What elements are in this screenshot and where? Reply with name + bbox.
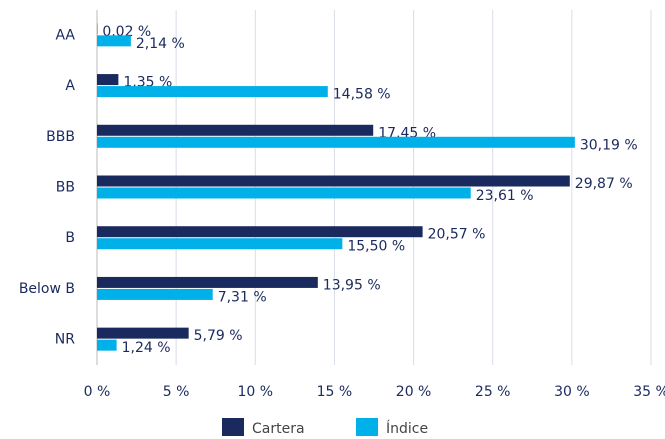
data-label: 29,87 % <box>575 176 633 192</box>
bar <box>97 136 575 148</box>
bar <box>97 327 189 339</box>
x-tick-label: 15 % <box>317 384 353 400</box>
y-tick-label: NR <box>55 332 75 348</box>
data-label: 23,61 % <box>476 188 534 204</box>
y-tick-label: AA <box>55 27 75 43</box>
y-tick-label: BB <box>56 180 75 196</box>
bar <box>97 276 318 288</box>
data-label: 14,58 % <box>333 87 391 103</box>
bar <box>97 226 423 238</box>
data-label: 13,95 % <box>323 277 381 293</box>
x-tick-label: 30 % <box>554 384 590 400</box>
x-tick-label: 35 % <box>633 384 665 400</box>
x-tick-label: 0 % <box>84 384 111 400</box>
legend-swatch <box>356 418 378 436</box>
data-label: 30,19 % <box>580 137 638 153</box>
bar <box>97 339 117 351</box>
y-tick-label: BBB <box>46 129 75 145</box>
data-label: 15,50 % <box>347 239 405 255</box>
legend-label: Índice <box>386 420 428 437</box>
bar <box>97 187 471 199</box>
bar <box>97 124 374 136</box>
bar <box>97 238 343 250</box>
data-label: 5,79 % <box>194 328 243 344</box>
bar <box>97 86 328 98</box>
bar <box>97 74 119 86</box>
y-tick-label: A <box>65 78 75 94</box>
y-tick-label: B <box>65 230 75 246</box>
data-label: 1,24 % <box>122 340 171 356</box>
x-tick-label: 20 % <box>396 384 432 400</box>
data-label: 2,14 % <box>136 36 185 52</box>
y-tick-label: Below B <box>19 281 75 297</box>
legend-swatch <box>222 418 244 436</box>
x-tick-label: 25 % <box>475 384 511 400</box>
data-label: 20,57 % <box>428 227 486 243</box>
legend-label: Cartera <box>252 421 305 437</box>
x-tick-label: 5 % <box>163 384 190 400</box>
x-tick-label: 10 % <box>237 384 273 400</box>
data-label: 7,31 % <box>218 289 267 305</box>
bar <box>97 35 131 47</box>
bar <box>97 288 213 300</box>
bar <box>97 175 570 187</box>
